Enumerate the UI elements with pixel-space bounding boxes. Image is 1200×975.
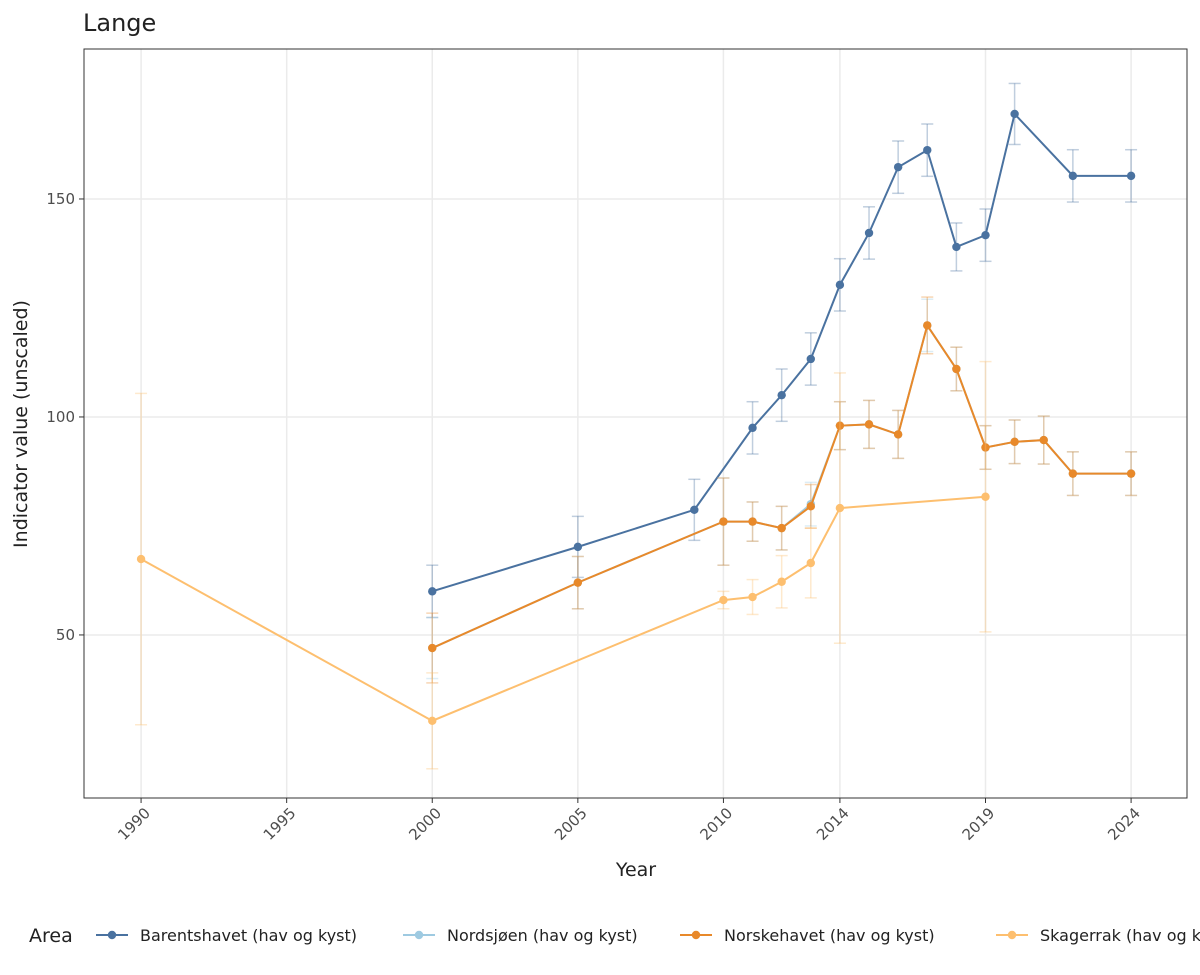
data-point [1010, 437, 1019, 447]
data-point [806, 354, 815, 364]
data-point [835, 280, 845, 290]
data-point [777, 390, 786, 400]
series-line [431, 323, 1132, 649]
data-point [981, 230, 990, 240]
legend-marker [691, 930, 701, 940]
data-point [1039, 435, 1048, 445]
data-point [1126, 171, 1136, 181]
legend-marker [1007, 930, 1017, 940]
data-point [952, 242, 961, 252]
y-tick-label: 150 [46, 190, 75, 208]
x-tick-label: 2005 [551, 804, 591, 844]
data-point [893, 430, 903, 439]
data-point [981, 443, 990, 452]
data-point [428, 643, 437, 653]
legend-label: Norskehavet (hav og kyst) [724, 926, 935, 945]
data-point [1068, 171, 1078, 181]
x-tick-label: 2024 [1104, 804, 1144, 844]
data-point [1068, 469, 1078, 478]
legend-label: Skagerrak (hav og kyst) [1040, 926, 1200, 945]
data-point [864, 228, 874, 238]
data-point [864, 420, 874, 429]
data-point [1126, 469, 1136, 478]
x-tick-label: 2010 [697, 804, 737, 844]
data-point [1010, 109, 1019, 119]
legend-label: Barentshavet (hav og kyst) [140, 926, 357, 945]
data-point [573, 578, 583, 587]
data-point [777, 523, 786, 533]
data-point [748, 592, 757, 602]
data-point [923, 145, 932, 155]
plot-border [83, 48, 1188, 799]
data-point [719, 595, 728, 605]
series-line [140, 495, 986, 722]
data-point [136, 554, 146, 564]
x-tick-label: 2000 [405, 804, 445, 844]
data-point [748, 517, 757, 526]
data-point [952, 364, 961, 374]
x-tick-label: 1995 [260, 804, 300, 844]
x-axis-label: Year [615, 859, 656, 881]
y-axis-label: Indicator value (unscaled) [10, 300, 32, 548]
y-tick-label: 100 [46, 408, 75, 426]
data-point [719, 517, 728, 526]
legend-title: Area [29, 925, 73, 947]
legend-marker [414, 930, 424, 940]
data-point [981, 492, 990, 501]
data-point [690, 505, 699, 515]
data-point [777, 577, 786, 586]
data-point [806, 558, 815, 568]
data-point [835, 421, 845, 430]
x-tick-label: 2019 [959, 804, 999, 844]
legend-label: Nordsjøen (hav og kyst) [447, 926, 638, 945]
x-tick-label: 2014 [813, 804, 853, 844]
data-point [748, 423, 757, 433]
x-tick-label: 1990 [114, 804, 154, 844]
data-point [893, 162, 903, 172]
y-tick-label: 50 [56, 626, 75, 644]
data-point [806, 502, 815, 511]
data-point [428, 587, 437, 596]
legend-marker [107, 930, 117, 940]
data-point [428, 716, 437, 726]
data-point [573, 542, 583, 552]
chart-title: Lange [83, 9, 156, 37]
data-point [835, 503, 845, 513]
data-point [923, 321, 932, 330]
